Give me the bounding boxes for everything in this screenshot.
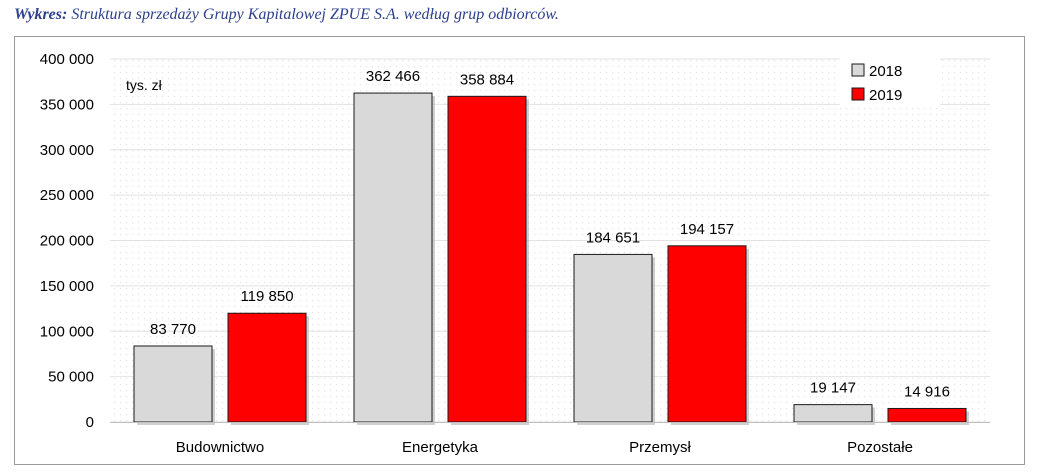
y-tick-label: 0 <box>86 414 94 431</box>
bar-2018-3 <box>793 404 873 423</box>
axes: 0 50 000 100 000 150 000 200 000 250 000 300 0… <box>40 51 990 456</box>
unit-label: tys. zł <box>126 77 163 93</box>
y-tick-label: 100 000 <box>40 323 94 340</box>
x-tick-label: Przemysł <box>629 439 691 456</box>
x-tick-label: Energetyka <box>402 439 479 456</box>
data-label: 362 466 <box>366 68 420 85</box>
legend-swatch-2018 <box>851 63 865 77</box>
legend-label: 2019 <box>869 87 902 104</box>
y-tick-label: 200 000 <box>40 233 94 250</box>
bar-2018-1 <box>353 92 433 423</box>
bars <box>133 92 969 425</box>
data-label: 83 770 <box>150 321 196 338</box>
y-tick-label: 400 000 <box>40 51 94 68</box>
y-tick-label: 300 000 <box>40 142 94 159</box>
data-label: 14 916 <box>904 383 950 400</box>
bar-2019-2 <box>667 245 747 423</box>
chart-caption: Wykres: Struktura sprzedaży Grupy Kapita… <box>14 6 559 24</box>
data-label: 358 884 <box>460 71 514 88</box>
bar-2018-2 <box>573 253 653 423</box>
bar-2019-1 <box>447 95 527 423</box>
y-tick-label: 250 000 <box>40 187 94 204</box>
legend-swatch-2019 <box>851 87 865 101</box>
x-tick-label: Pozostałe <box>847 439 913 456</box>
data-labels: 83 770 119 850 362 466 358 884 184 651 194 15… <box>150 68 950 400</box>
data-label: 194 157 <box>680 221 734 238</box>
x-tick-label: Budownictwo <box>176 439 264 456</box>
data-label: 19 147 <box>810 380 856 397</box>
caption-text: Struktura sprzedaży Grupy Kapitalowej ZP… <box>71 6 559 23</box>
y-tick-label: 50 000 <box>48 369 94 386</box>
data-label: 184 651 <box>586 229 640 246</box>
y-tick-label: 150 000 <box>40 278 94 295</box>
legend: 2018 2019 <box>840 58 940 106</box>
legend-label: 2018 <box>869 63 902 80</box>
bar-2018-0 <box>133 345 213 423</box>
caption-lead: Wykres: <box>14 6 68 23</box>
bar-2019-0 <box>227 312 307 423</box>
data-label: 119 850 <box>240 288 293 305</box>
y-tick-label: 350 000 <box>40 96 94 113</box>
bar-2019-3 <box>887 407 967 423</box>
